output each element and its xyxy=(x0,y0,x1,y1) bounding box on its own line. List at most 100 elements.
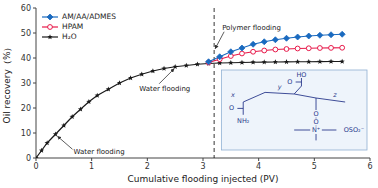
x-tick-label: 5 xyxy=(312,162,317,171)
data-point xyxy=(239,45,245,51)
data-point xyxy=(150,68,155,73)
structure-label: O xyxy=(313,110,318,118)
y-tick-label: 10 xyxy=(21,129,31,138)
data-point xyxy=(306,46,311,51)
data-point xyxy=(262,48,267,53)
data-point xyxy=(206,59,212,65)
y-tick-label: 30 xyxy=(21,79,31,88)
y-tick xyxy=(33,58,36,59)
data-point xyxy=(128,75,133,80)
data-point xyxy=(239,60,244,65)
legend-label: HPAM xyxy=(62,22,83,31)
data-point xyxy=(339,31,345,37)
data-point xyxy=(273,47,278,52)
structure-bond xyxy=(294,94,316,98)
series xyxy=(206,45,344,65)
data-point xyxy=(173,64,178,69)
x-tick-label: 1 xyxy=(89,162,94,171)
data-point xyxy=(139,71,144,76)
y-tick xyxy=(33,133,36,134)
y-tick-label: 20 xyxy=(21,104,31,113)
legend: AM/AA/ADMESHPAMH₂O xyxy=(42,12,116,41)
data-point xyxy=(317,32,323,38)
x-tick-label: 2 xyxy=(145,162,150,171)
data-point xyxy=(39,148,44,153)
background xyxy=(0,0,378,188)
inset-box xyxy=(221,70,367,150)
x-tick xyxy=(258,158,259,161)
data-point xyxy=(306,33,312,39)
x-tick xyxy=(91,158,92,161)
series xyxy=(206,31,346,65)
data-point xyxy=(250,41,256,47)
data-point xyxy=(228,49,234,55)
inset: HOOxyzONH₂OON⁺OSO₂⁻ xyxy=(221,70,367,150)
x-tick xyxy=(147,158,148,161)
data-point xyxy=(70,114,75,119)
data-point xyxy=(328,32,334,38)
structure-label: x xyxy=(230,91,235,99)
y-axis-label: Oil recovery（%） xyxy=(2,43,12,124)
structure-label: O xyxy=(313,118,318,126)
x-tick-label: 6 xyxy=(367,162,372,171)
structure-label: O xyxy=(229,104,234,112)
legend-label: H₂O xyxy=(62,32,77,41)
data-point xyxy=(195,61,200,66)
data-point xyxy=(318,46,323,51)
data-point xyxy=(328,59,333,64)
data-point xyxy=(240,51,245,56)
annotation-arrow xyxy=(57,136,72,149)
chart: 01020304050600123456Cumulative flooding … xyxy=(0,0,378,188)
x-tick xyxy=(370,158,371,161)
data-point xyxy=(340,59,345,64)
structure-bond xyxy=(294,130,310,131)
data-point xyxy=(86,99,91,104)
data-point xyxy=(261,39,267,45)
data-point xyxy=(106,86,111,91)
structure-bond xyxy=(296,82,302,83)
structure-bond xyxy=(237,108,243,109)
structure-bond xyxy=(265,92,294,94)
structure-label: OSO₂⁻ xyxy=(344,126,364,134)
data-point xyxy=(36,155,39,158)
data-point xyxy=(44,140,49,145)
data-point xyxy=(262,59,267,64)
structure-label: N⁺ xyxy=(312,126,320,134)
y-tick xyxy=(33,108,36,109)
annotation-arrow xyxy=(215,32,224,49)
structure-bond xyxy=(316,98,317,110)
reference-line xyxy=(214,8,215,158)
data-point xyxy=(295,59,300,64)
data-point xyxy=(117,80,122,85)
x-tick xyxy=(314,158,315,161)
x-tick xyxy=(36,158,37,161)
data-point xyxy=(53,131,58,136)
data-point xyxy=(340,45,345,50)
series-line xyxy=(209,34,343,62)
data-point xyxy=(184,63,189,68)
axes: 01020304050600123456 xyxy=(21,4,373,172)
structure-bond xyxy=(316,134,317,140)
structure-bond xyxy=(322,130,337,131)
y-tick-label: 60 xyxy=(21,4,31,13)
structure-bond xyxy=(316,98,345,102)
data-point xyxy=(217,54,223,60)
data-point xyxy=(295,46,300,51)
structure-bond xyxy=(294,86,301,94)
data-point xyxy=(272,37,278,43)
legend-marker xyxy=(48,25,53,30)
y-tick xyxy=(33,83,36,84)
x-axis-label: Cumulative flooding injected (PV) xyxy=(128,174,279,184)
annotation: Polymer flooding xyxy=(222,24,281,32)
data-point xyxy=(228,60,233,65)
annotation: Water flooding xyxy=(73,148,124,156)
data-point xyxy=(295,34,301,40)
data-point xyxy=(284,35,290,41)
y-tick-label: 50 xyxy=(21,29,31,38)
data-point xyxy=(250,59,255,64)
y-tick-label: 40 xyxy=(21,54,31,63)
legend-label: AM/AA/ADMES xyxy=(62,12,116,21)
legend-marker xyxy=(47,14,53,20)
data-point xyxy=(306,59,311,64)
data-point xyxy=(317,59,322,64)
